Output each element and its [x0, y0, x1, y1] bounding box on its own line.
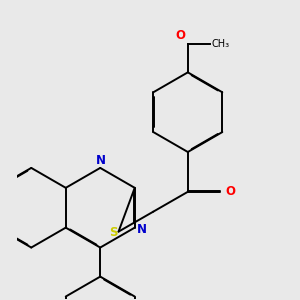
- Text: O: O: [226, 185, 236, 198]
- Text: O: O: [176, 29, 186, 42]
- Text: N: N: [96, 154, 106, 167]
- Text: S: S: [110, 226, 118, 239]
- Text: CH₃: CH₃: [212, 40, 230, 50]
- Text: N: N: [137, 223, 147, 236]
